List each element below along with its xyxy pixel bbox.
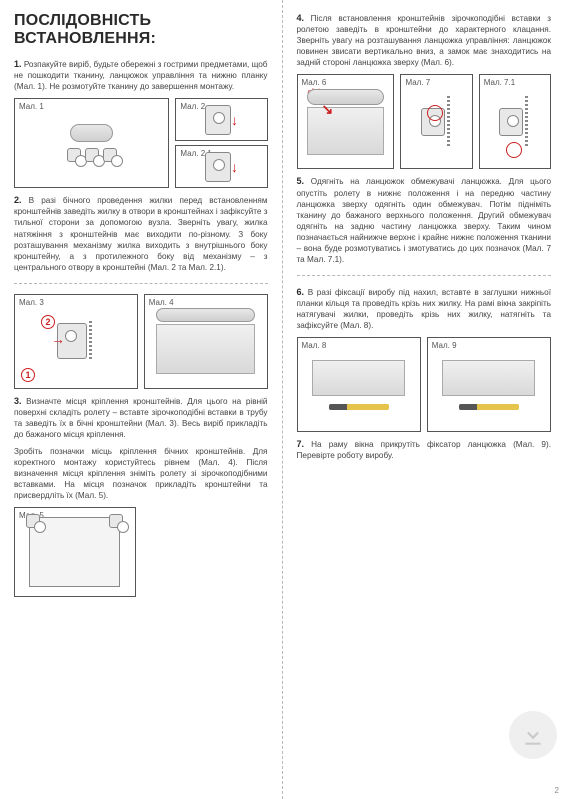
fig-row-1: Мал. 1 Мал. 2	[14, 98, 268, 188]
page: ПОСЛІДОВНІСТЬ ВСТАНОВЛЕННЯ: 1. Розпакуйт…	[0, 0, 565, 799]
page-title: ПОСЛІДОВНІСТЬ ВСТАНОВЛЕННЯ:	[14, 12, 268, 48]
screwdriver-icon	[329, 404, 389, 410]
step-3a: 3. Визначте місця кріплення кронштейнів.…	[14, 395, 268, 440]
step-1: 1. Розпакуйте виріб, будьте обережні з г…	[14, 58, 268, 92]
badge-2: 2	[41, 315, 55, 329]
figure-6: Мал. 6 click ↘	[297, 74, 395, 169]
figure-5: Мал. 5	[14, 507, 136, 597]
figure-6-content	[301, 78, 391, 165]
chain-icon	[525, 96, 528, 148]
corner-bracket-icon	[26, 514, 40, 528]
figure-5-content	[18, 511, 132, 593]
step-5-text: Одягніть на ланцюжок обмежувачі ланцюжка…	[297, 177, 552, 264]
right-column: 4. Після встановлення кронштейнів зірочк…	[283, 0, 565, 799]
part-icon	[85, 148, 99, 162]
figure-7-1-label: Мал. 7.1	[484, 78, 515, 87]
figure-1-content	[18, 102, 165, 184]
watermark-icon	[509, 711, 557, 759]
figure-9-content	[431, 341, 547, 428]
step-6-text: В разі фіксації виробу під нахил, вставт…	[297, 288, 552, 330]
figure-2: Мал. 2 ↓	[175, 98, 267, 141]
badge-1: 1	[21, 368, 35, 382]
frame-icon	[29, 517, 120, 587]
part-icon	[103, 148, 117, 162]
download-arrow-icon	[520, 722, 546, 748]
step-3-num: 3.	[14, 396, 22, 406]
figure-7-label: Мал. 7	[405, 78, 430, 87]
figure-6-label: Мал. 6	[302, 78, 327, 87]
figure-8-label: Мал. 8	[302, 341, 327, 350]
fig-row-3: Мал. 5	[14, 507, 268, 597]
red-arrow-icon: →	[51, 331, 65, 347]
step-3b: Зробіть позначки місць кріплення бічних …	[14, 446, 268, 501]
figure-7-1: Мал. 7.1	[479, 74, 551, 169]
step-7-text: На раму вікна прикрутіть фіксатор ланцюж…	[297, 440, 552, 460]
red-arrow-icon: ↓	[231, 112, 238, 128]
figure-4-content	[148, 298, 264, 385]
figure-7-content	[404, 78, 468, 165]
page-number: 2	[555, 786, 559, 795]
roller-icon	[70, 124, 113, 142]
figure-1-label: Мал. 1	[19, 102, 44, 111]
step-4-num: 4.	[297, 13, 305, 23]
corner-bracket-icon	[109, 514, 123, 528]
screwdriver-icon	[459, 404, 519, 410]
fig-row-4: Мал. 6 click ↘ Мал. 7 Мал. 7.1	[297, 74, 552, 169]
figure-3-content	[18, 298, 134, 385]
step-6: 6. В разі фіксації виробу під нахил, вст…	[297, 286, 552, 331]
step-3a-text: Визначте місця кріплення кронштейнів. Дл…	[14, 397, 268, 439]
step-5: 5. Одягніть на ланцюжок обмежувачі ланцю…	[297, 175, 552, 265]
part-icon	[67, 148, 81, 162]
figure-1: Мал. 1	[14, 98, 169, 188]
figure-2-label: Мал. 2	[180, 102, 205, 111]
step-3b-text: Зробіть позначки місць кріплення бічних …	[14, 447, 268, 500]
step-2: 2. В разі бічного проведення жилки перед…	[14, 194, 268, 273]
shade-icon	[307, 107, 383, 155]
step-7: 7. На раму вікна прикрутіть фіксатор лан…	[297, 438, 552, 461]
fig-row-5: Мал. 8 Мал. 9	[297, 337, 552, 432]
figure-4: Мал. 4	[144, 294, 268, 389]
figure-7: Мал. 7	[400, 74, 472, 169]
step-1-text: Розпакуйте виріб, будьте обережні з гост…	[14, 60, 268, 91]
step-2-text: В разі бічного проведення жилки перед вс…	[14, 196, 268, 271]
step-4: 4. Після встановлення кронштейнів зірочк…	[297, 12, 552, 68]
roller-icon	[156, 308, 254, 322]
figure-4-label: Мал. 4	[149, 298, 174, 307]
fig-row-2: Мал. 3 1 2 → Мал. 4	[14, 294, 268, 389]
divider	[14, 283, 268, 284]
bracket-icon	[205, 105, 231, 135]
chain-icon	[89, 321, 92, 361]
roller-icon	[307, 89, 383, 105]
step-1-num: 1.	[14, 59, 22, 69]
figure-3-label: Мал. 3	[19, 298, 44, 307]
step-2-num: 2.	[14, 195, 22, 205]
figure-8-content	[301, 341, 417, 428]
divider	[297, 275, 552, 276]
figure-9: Мал. 9	[427, 337, 551, 432]
bracket-icon	[499, 108, 523, 136]
bracket-icon	[205, 152, 231, 182]
step-7-num: 7.	[297, 439, 305, 449]
left-column: ПОСЛІДОВНІСТЬ ВСТАНОВЛЕННЯ: 1. Розпакуйт…	[0, 0, 283, 799]
step-5-num: 5.	[297, 176, 305, 186]
step-4-text: Після встановлення кронштейнів зірочкопо…	[297, 14, 552, 67]
step-6-num: 6.	[297, 287, 305, 297]
red-arrow-icon: ↘	[322, 101, 334, 118]
chain-icon	[447, 96, 450, 148]
shade-icon	[156, 324, 254, 374]
shade-icon	[442, 360, 535, 396]
figure-2-1: Мал. 2.1 ↓	[175, 145, 267, 188]
figure-8: Мал. 8	[297, 337, 421, 432]
shade-icon	[312, 360, 405, 396]
figure-9-label: Мал. 9	[432, 341, 457, 350]
red-arrow-icon: ↓	[231, 159, 238, 175]
figure-3: Мал. 3 1 2 →	[14, 294, 138, 389]
